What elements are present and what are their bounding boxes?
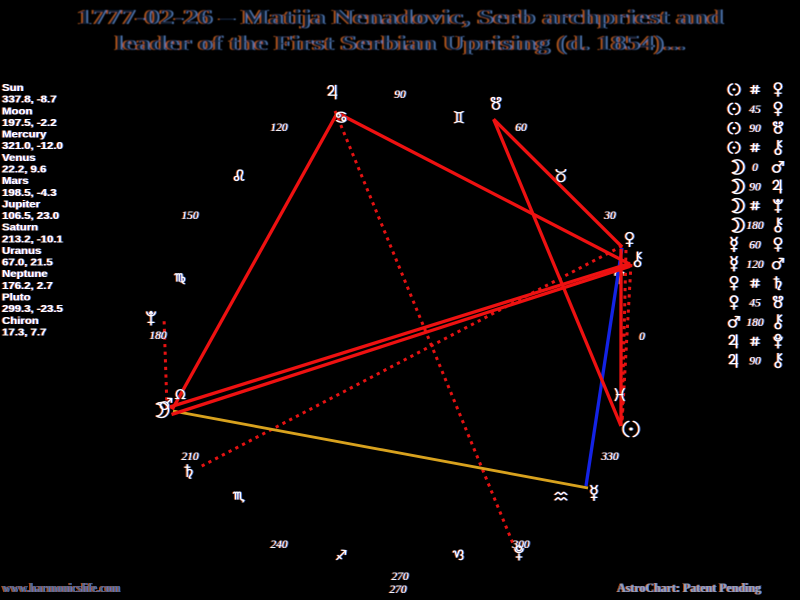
svg-text:Chiron: Chiron [2, 315, 39, 326]
svg-text:90: 90 [749, 356, 761, 368]
svg-text:213.2, -10.1: 213.2, -10.1 [2, 234, 63, 245]
svg-text:45: 45 [749, 104, 761, 116]
svg-text:270: 270 [391, 571, 409, 583]
svg-text:0: 0 [752, 162, 758, 174]
svg-text:30: 30 [603, 210, 616, 222]
svg-text:270: 270 [389, 584, 407, 596]
svg-text:Moon: Moon [2, 106, 32, 117]
svg-text:60: 60 [749, 240, 761, 252]
svg-text:Uranus: Uranus [2, 246, 41, 257]
svg-text:60: 60 [515, 122, 527, 134]
svg-text:Venus: Venus [2, 152, 36, 163]
svg-text:45: 45 [749, 298, 761, 310]
svg-text:67.0, 21.5: 67.0, 21.5 [2, 257, 53, 268]
svg-text:AstroChart: Patent Pending: AstroChart: Patent Pending [617, 580, 761, 595]
svg-text:17.3, 7.7: 17.3, 7.7 [2, 327, 46, 338]
svg-text:www.harmonicslife.com: www.harmonicslife.com [2, 580, 120, 595]
svg-text:Saturn: Saturn [2, 222, 38, 233]
svg-text:120: 120 [746, 259, 764, 271]
svg-text:300: 300 [511, 539, 530, 551]
svg-text:90: 90 [394, 89, 406, 101]
svg-text:90: 90 [749, 123, 761, 135]
svg-text:Pluto: Pluto [2, 292, 31, 303]
svg-text:337.8, -8.7: 337.8, -8.7 [2, 94, 57, 105]
svg-text:Jupiter: Jupiter [2, 199, 41, 210]
svg-text:106.5, 23.0: 106.5, 23.0 [2, 211, 59, 222]
svg-text:210: 210 [181, 451, 199, 463]
svg-text:leader of the First Serbian Up: leader of the First Serbian Uprising (d.… [115, 31, 685, 55]
svg-text:180: 180 [149, 330, 167, 342]
svg-text:299.3, -23.5: 299.3, -23.5 [2, 304, 63, 315]
svg-text:1777-02-26 – Matija Nenadovic,: 1777-02-26 – Matija Nenadovic, Serb arch… [77, 5, 723, 29]
svg-text:22.2, 9.6: 22.2, 9.6 [2, 164, 46, 175]
svg-text:Neptune: Neptune [2, 269, 48, 280]
svg-text:0: 0 [639, 331, 645, 343]
svg-text:180: 180 [746, 317, 764, 329]
svg-text:Mars: Mars [2, 176, 29, 187]
svg-text:197.5, -2.2: 197.5, -2.2 [2, 118, 57, 129]
svg-text:90: 90 [749, 181, 761, 193]
svg-text:150: 150 [181, 210, 199, 222]
svg-text:176.2, 2.7: 176.2, 2.7 [2, 281, 53, 292]
svg-text:120: 120 [270, 122, 288, 134]
svg-text:330: 330 [600, 451, 619, 463]
svg-text:240: 240 [270, 539, 288, 551]
svg-text:198.5, -4.3: 198.5, -4.3 [2, 187, 57, 198]
svg-text:Mercury: Mercury [2, 129, 46, 140]
svg-text:321.0, -12.0: 321.0, -12.0 [2, 141, 63, 152]
svg-text:Sun: Sun [2, 83, 24, 94]
svg-text:180: 180 [746, 220, 764, 232]
